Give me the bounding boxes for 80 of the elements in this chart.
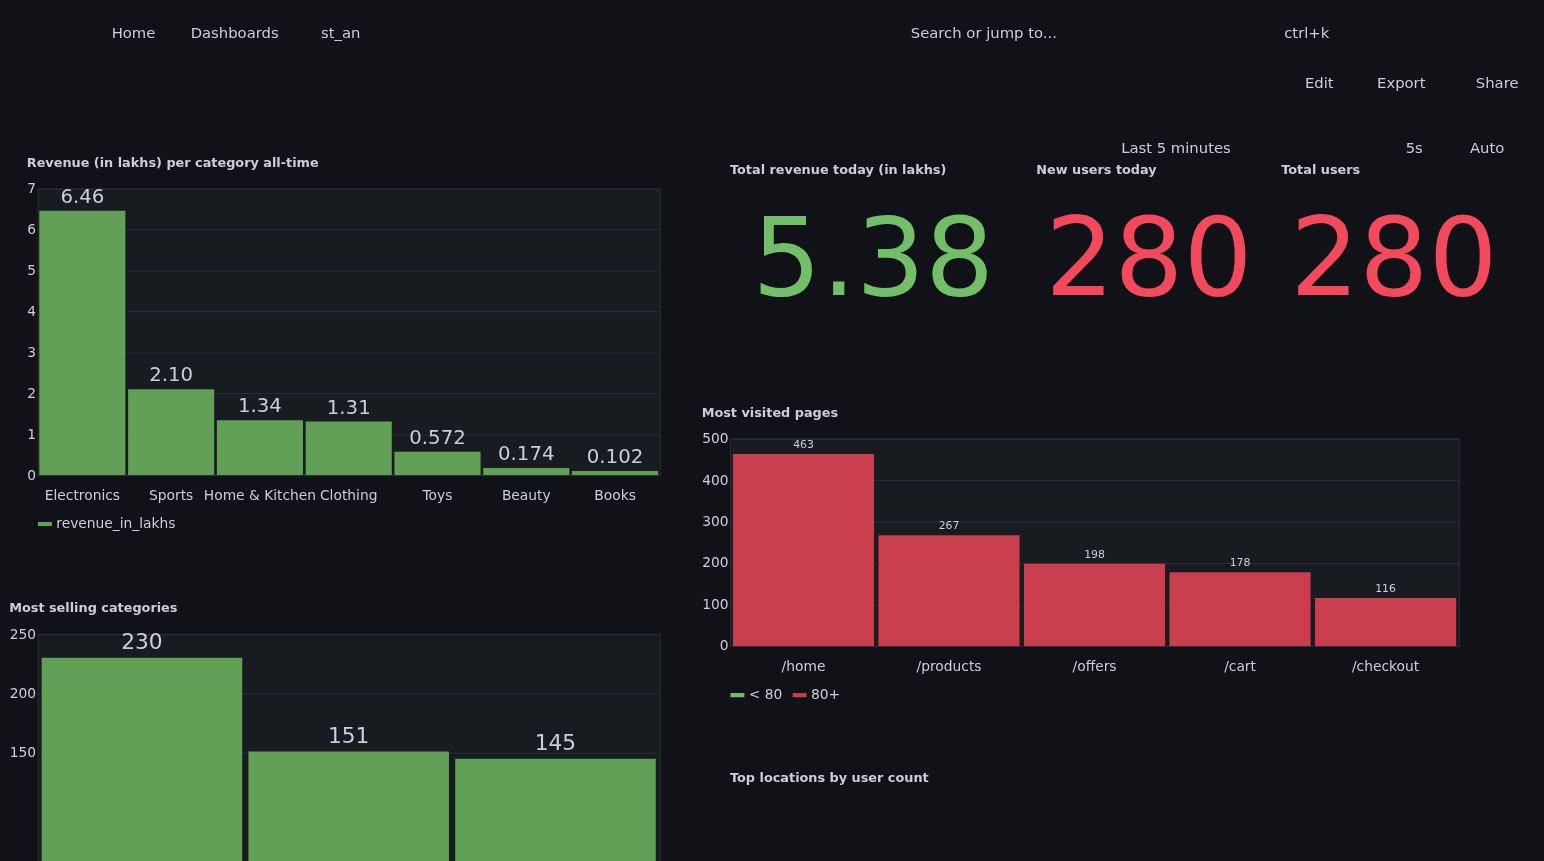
bar	[732, 453, 875, 647]
data-label: 230	[121, 628, 163, 654]
y-tick-label: 500	[702, 430, 729, 447]
text: Total revenue today (in lakhs)	[730, 161, 947, 177]
x-tick-label: Toys	[421, 487, 453, 504]
text: Total users	[1281, 161, 1361, 177]
data-label: 116	[1375, 581, 1397, 595]
bar	[1314, 597, 1457, 647]
bar	[1169, 572, 1311, 647]
data-label: 145	[534, 729, 577, 755]
y-tick-label: 5	[27, 261, 37, 278]
data-label: 198	[1084, 547, 1105, 561]
y-tick-label: 3	[27, 343, 37, 360]
bar	[394, 451, 481, 476]
legend-label: revenue_in_lakhs	[56, 514, 176, 531]
bar	[878, 535, 1020, 647]
y-tick-label: 150	[9, 744, 37, 761]
y-tick-label: 400	[702, 471, 729, 488]
bar	[39, 210, 126, 476]
data-label: 267	[938, 519, 960, 533]
bar	[571, 470, 659, 476]
y-tick-label: 0	[27, 466, 37, 483]
y-tick-label: 200	[9, 684, 37, 701]
text: Auto	[1469, 139, 1505, 157]
x-tick-label: /cart	[1224, 658, 1257, 675]
y-tick-label: 6	[27, 221, 37, 238]
text: Top locations by user count	[730, 770, 929, 786]
x-tick-label: Electronics	[44, 487, 121, 504]
y-tick-label: 250	[9, 625, 37, 642]
legend-label: < 80	[748, 686, 783, 703]
x-tick-label: Clothing	[319, 487, 378, 504]
text: st_an	[321, 24, 361, 42]
y-tick-label: 0	[719, 637, 729, 654]
x-tick-label: Home & Kitchen	[203, 487, 317, 504]
text: ctrl+k	[1284, 24, 1330, 42]
data-label: 178	[1229, 556, 1251, 570]
text: New users today	[1036, 161, 1158, 177]
y-tick-label: 100	[702, 595, 729, 612]
data-label: 280	[1290, 194, 1498, 322]
data-label: 5.38	[752, 194, 995, 322]
chart-title: Most selling categories	[9, 600, 178, 616]
data-label: 2.10	[149, 363, 194, 387]
data-label: 0.572	[409, 425, 466, 449]
x-tick-label: /home	[781, 658, 826, 675]
x-tick-label: Books	[594, 487, 636, 504]
legend-label: 80+	[811, 686, 841, 703]
y-tick-label: 300	[702, 513, 729, 529]
x-tick-label: /products	[916, 658, 982, 675]
bar	[1023, 563, 1166, 647]
data-label: 1.34	[237, 394, 282, 418]
chart-title: Revenue (in lakhs) per category all-time	[26, 154, 319, 170]
data-label: 6.46	[60, 184, 105, 208]
data-label: 151	[327, 722, 370, 748]
y-tick-label: 200	[702, 554, 729, 571]
y-tick-label: 2	[27, 384, 37, 401]
text: Share	[1475, 73, 1519, 91]
text: Dashboards	[190, 24, 279, 42]
data-label: 463	[793, 438, 814, 451]
y-tick-label: 7	[27, 180, 37, 197]
chart-title: Most visited pages	[701, 404, 839, 420]
x-tick-label: Sports	[149, 487, 194, 504]
x-tick-label: Beauty	[501, 487, 551, 504]
data-label: 0.174	[497, 442, 555, 466]
bar	[128, 389, 215, 476]
bar	[216, 420, 303, 476]
bar	[305, 421, 392, 476]
x-tick-label: /offers	[1072, 658, 1117, 675]
text: Last 5 minutes	[1121, 139, 1231, 157]
data-label: 0.102	[586, 445, 644, 469]
text: Edit	[1304, 73, 1334, 91]
y-tick-label: 4	[27, 302, 37, 319]
text: 5s	[1405, 139, 1423, 157]
x-tick-label: /checkout	[1351, 658, 1420, 675]
text: Search or jump to...	[910, 24, 1057, 42]
y-tick-label: 1	[27, 425, 37, 442]
data-label: 280	[1045, 194, 1253, 322]
bar	[483, 468, 570, 476]
text: Export	[1377, 73, 1426, 91]
data-label: 1.31	[326, 395, 371, 419]
text: Home	[111, 24, 156, 42]
